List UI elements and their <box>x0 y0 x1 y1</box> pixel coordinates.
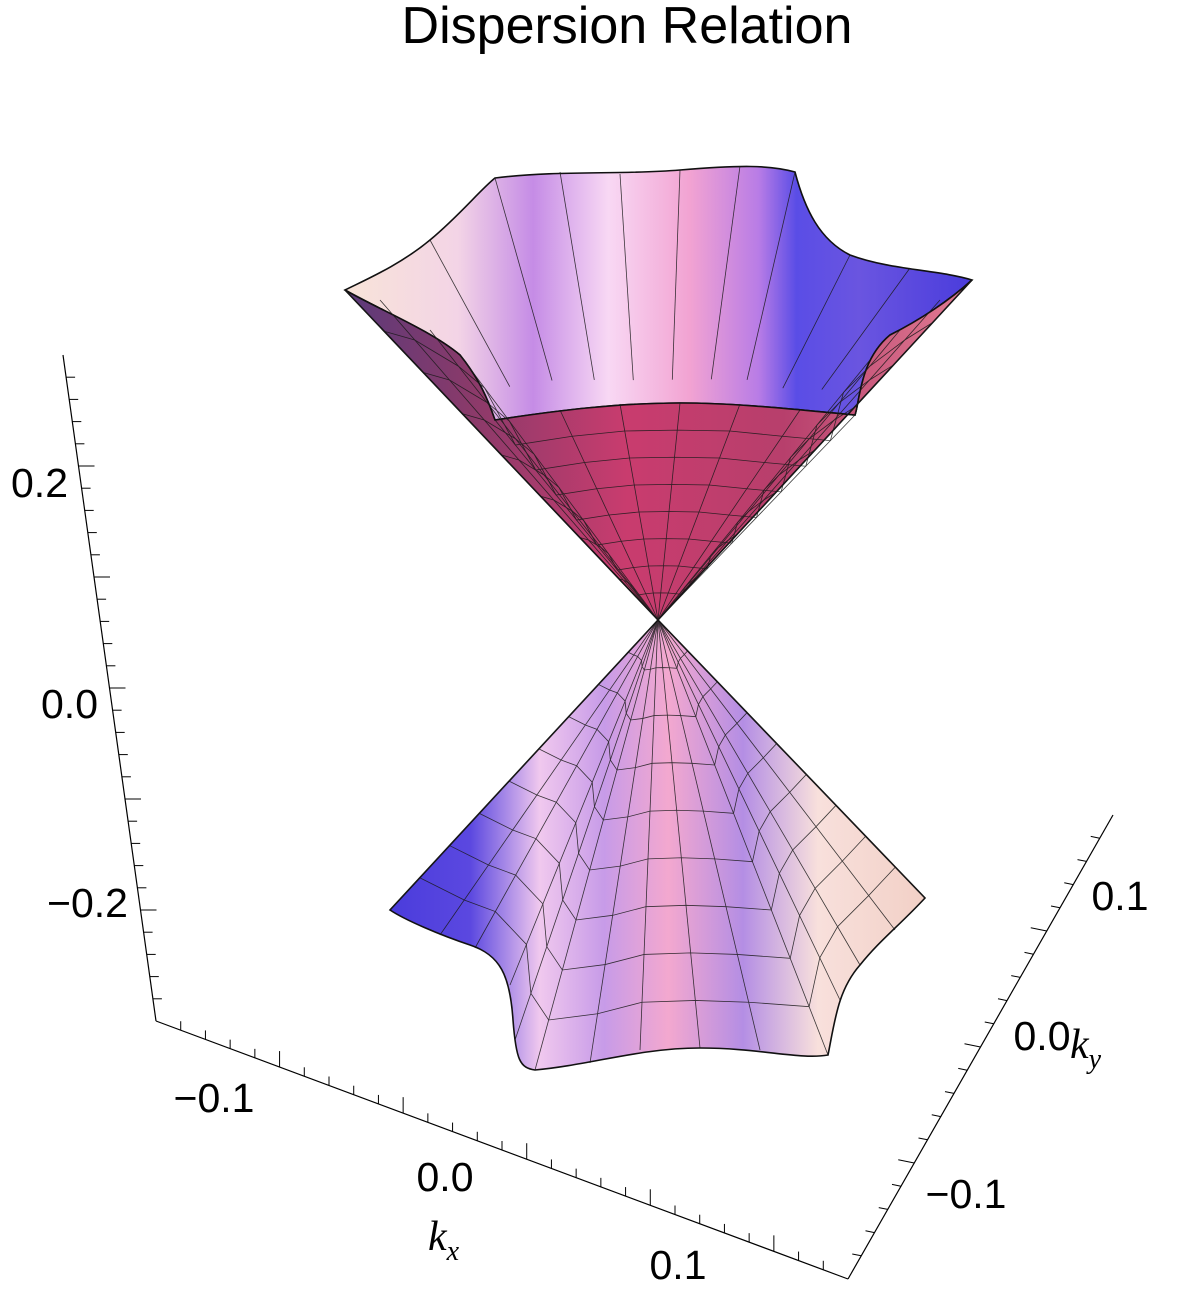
mesh-ring <box>479 805 837 921</box>
y-axis-title-main: k <box>1070 1022 1090 1068</box>
mesh-line <box>657 619 896 931</box>
y-axis-title: ky <box>1070 1022 1102 1075</box>
mesh-line <box>657 619 829 1056</box>
mesh-ring <box>628 650 688 671</box>
mesh-line <box>509 619 659 986</box>
z-tick-labels: 0.2 0.0 −0.2 <box>11 460 128 926</box>
tick-mark <box>865 1230 875 1234</box>
mesh-line <box>657 619 841 1001</box>
tick-mark <box>1077 859 1087 862</box>
mesh-line <box>710 165 741 380</box>
x-tick-label: 0.1 <box>650 1242 707 1288</box>
mesh-ring <box>618 577 698 596</box>
tick-mark <box>931 1114 941 1118</box>
x-axis-title: kx <box>428 1214 460 1267</box>
mesh-line <box>389 619 659 911</box>
mesh-ring <box>384 322 933 446</box>
y-axis-title-sub: y <box>1086 1044 1102 1075</box>
mesh-line <box>657 619 701 1049</box>
tick-mark <box>891 1183 902 1187</box>
tick-marks <box>66 376 1100 1270</box>
tick-mark <box>958 1067 968 1071</box>
lower-cone-body <box>388 618 927 1071</box>
lower-band-surface <box>388 618 927 1071</box>
tick-mark <box>1030 927 1047 932</box>
tick-mark <box>918 1137 928 1141</box>
x-axis-title-sub: x <box>446 1236 460 1267</box>
mesh-line <box>821 267 911 390</box>
chart-title: Dispersion Relation <box>402 0 853 55</box>
mesh-line <box>657 619 861 966</box>
mesh-ring <box>462 407 855 496</box>
mesh-line <box>639 619 659 1051</box>
mesh-ring <box>423 364 894 471</box>
tick-mark <box>1064 882 1074 886</box>
y-tick-label: −0.1 <box>926 1171 1007 1217</box>
tick-mark <box>997 998 1008 1002</box>
mesh-line <box>589 619 659 1064</box>
upper-cone-front <box>344 279 973 622</box>
mesh-line <box>514 619 659 1041</box>
z-tick-label: 0.2 <box>11 460 68 506</box>
mesh-ring <box>568 712 748 771</box>
upper-band-mesh <box>344 165 973 621</box>
mesh-line <box>619 173 634 381</box>
mesh-line <box>439 619 659 936</box>
mesh-line <box>534 619 659 1071</box>
y-tick-label: 0.0 <box>1014 1013 1071 1059</box>
mesh-line <box>746 171 796 380</box>
mesh-line <box>429 239 511 387</box>
mesh-ring <box>419 866 896 1021</box>
svg-text:ky: ky <box>1070 1022 1102 1075</box>
mesh-ring <box>598 681 718 721</box>
svg-text:kx: kx <box>428 1214 460 1267</box>
tick-mark <box>898 1159 915 1164</box>
z-tick-label: −0.2 <box>47 880 128 926</box>
tick-mark <box>1024 951 1034 955</box>
mesh-line <box>474 619 659 949</box>
mesh-line <box>657 619 761 1051</box>
mesh-ring <box>538 743 777 821</box>
z-tick-label: 0.0 <box>41 681 98 727</box>
x-tick-label: −0.1 <box>174 1075 255 1121</box>
mesh-line <box>494 177 553 381</box>
mesh-ring <box>579 534 737 571</box>
tick-mark <box>1090 835 1100 839</box>
y-tick-labels: −0.1 0.0 0.1 <box>926 873 1149 1217</box>
mesh-line <box>671 169 681 380</box>
upper-band-surface <box>343 165 974 622</box>
mesh-ring <box>449 835 866 971</box>
y-tick-label: 0.1 <box>1092 873 1149 919</box>
x-tick-labels: −0.1 0.0 0.1 <box>174 1075 707 1288</box>
tick-mark <box>944 1091 955 1094</box>
mesh-ring <box>501 449 816 521</box>
tick-mark <box>964 1043 981 1048</box>
tick-mark <box>1011 975 1021 978</box>
tick-mark <box>878 1207 888 1210</box>
mesh-ring <box>540 492 776 546</box>
x-tick-label: 0.0 <box>417 1154 474 1200</box>
tick-mark <box>984 1021 994 1025</box>
tick-mark <box>1050 905 1061 909</box>
tick-mark <box>852 1253 862 1257</box>
mesh-line <box>782 254 851 389</box>
lower-band-mesh <box>389 619 926 1071</box>
x-axis-title-main: k <box>428 1214 448 1260</box>
mesh-line <box>657 619 926 899</box>
mesh-ring <box>508 774 807 871</box>
mesh-line <box>559 171 595 380</box>
